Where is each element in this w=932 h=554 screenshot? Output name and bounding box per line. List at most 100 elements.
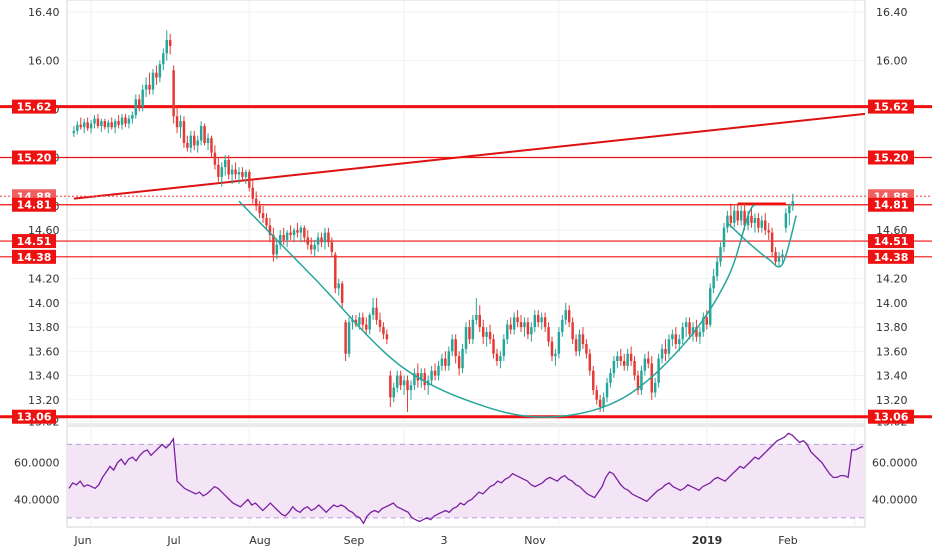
candle-body — [684, 322, 688, 328]
candle-body — [708, 288, 712, 325]
candle-body — [182, 121, 186, 143]
level-tag-right — [868, 150, 914, 165]
candle-body — [423, 373, 426, 386]
candle-body — [110, 122, 113, 128]
candle-body — [430, 370, 433, 381]
candle-body — [519, 322, 523, 328]
candle-body — [461, 348, 464, 369]
candle-body — [268, 225, 272, 236]
candle-body — [788, 205, 791, 214]
candle-body — [585, 344, 588, 354]
candle-body — [437, 365, 440, 376]
candle-body — [540, 317, 543, 323]
candle-body — [774, 251, 777, 262]
candle-body — [464, 327, 468, 349]
candle-body — [86, 122, 89, 129]
candle-body — [306, 237, 310, 245]
candle-body — [719, 247, 722, 262]
y-tick-left: 13.40 — [28, 370, 60, 383]
candle-body — [664, 348, 667, 354]
y-tick-left: 13.60 — [28, 345, 60, 358]
rsi-line — [68, 432, 864, 525]
candle-body — [223, 159, 227, 168]
candle-body — [736, 210, 739, 221]
candle-body — [137, 99, 141, 107]
candle-body — [251, 187, 254, 199]
candle-body — [193, 135, 196, 146]
candle-body — [420, 373, 423, 381]
y-tick-left: 14.60 — [28, 224, 60, 237]
candle-body — [543, 317, 547, 328]
candle-body — [605, 382, 609, 398]
candle-body — [574, 339, 578, 352]
candle-body — [660, 348, 664, 359]
candle-body — [770, 232, 774, 252]
candle-body — [561, 319, 564, 332]
trendline — [73, 112, 866, 200]
rsi-tick-left: 40.0000 — [14, 493, 60, 506]
level-label-left: 14.51 — [17, 235, 52, 248]
level-tag-left — [12, 409, 56, 424]
x-tick-aug: Aug — [249, 534, 270, 547]
candle-body — [640, 370, 643, 391]
candle-body — [392, 387, 396, 398]
candle-body — [743, 210, 746, 226]
candle-body — [127, 118, 131, 124]
level-label-right: 14.51 — [874, 235, 909, 248]
candle-body — [674, 334, 678, 345]
candle-body — [134, 99, 138, 116]
candle-body — [602, 397, 605, 408]
candle-body — [695, 327, 698, 337]
candle-body — [598, 399, 602, 408]
candle-body — [158, 64, 162, 78]
level-tag-left — [12, 249, 56, 264]
candle-body — [581, 334, 585, 345]
candle-body — [678, 339, 681, 345]
candle-body — [199, 125, 203, 141]
x-tick-2019: 2019 — [692, 534, 723, 547]
candle-body — [595, 390, 598, 400]
candle-body — [89, 123, 93, 129]
candle-body — [189, 135, 193, 148]
candle-body — [712, 276, 715, 289]
candle-body — [488, 331, 492, 340]
candle-body — [698, 331, 702, 337]
candle-body — [76, 124, 79, 131]
candle-body — [619, 356, 623, 362]
candle-body — [113, 121, 117, 128]
x-tick-jun: Jun — [73, 534, 91, 547]
y-tick-right: 16.40 — [876, 6, 908, 19]
candle-body — [468, 327, 471, 340]
candle-body — [530, 327, 533, 335]
candle-body — [516, 317, 519, 323]
candle-body — [340, 283, 344, 303]
level-tag-right — [868, 249, 914, 264]
candle-body — [82, 122, 86, 128]
candle-body — [313, 244, 316, 250]
candle-body — [254, 198, 258, 206]
y-tick-right: 14.00 — [876, 297, 908, 310]
candle-body — [440, 358, 444, 366]
candle-body — [395, 375, 399, 388]
candle-body — [389, 375, 392, 398]
candle-body — [327, 232, 330, 243]
candle-body — [402, 380, 406, 386]
candle-body — [227, 159, 230, 175]
level-label-right: 13.06 — [874, 411, 909, 424]
candle-body — [550, 341, 554, 357]
level-label-right: 15.62 — [874, 101, 909, 114]
candle-body — [148, 84, 151, 90]
level-tag-right — [868, 197, 914, 212]
candle-body — [155, 72, 158, 78]
candle-body — [502, 339, 506, 357]
candle-body — [351, 319, 354, 323]
candle-body — [616, 356, 619, 362]
candle-body — [777, 256, 781, 262]
candle-body — [282, 235, 285, 240]
candle-body — [667, 339, 671, 354]
y-tick-left: 16.00 — [28, 55, 60, 68]
candle-body — [323, 232, 327, 243]
candle-body — [141, 89, 144, 107]
candle-body — [557, 331, 561, 354]
